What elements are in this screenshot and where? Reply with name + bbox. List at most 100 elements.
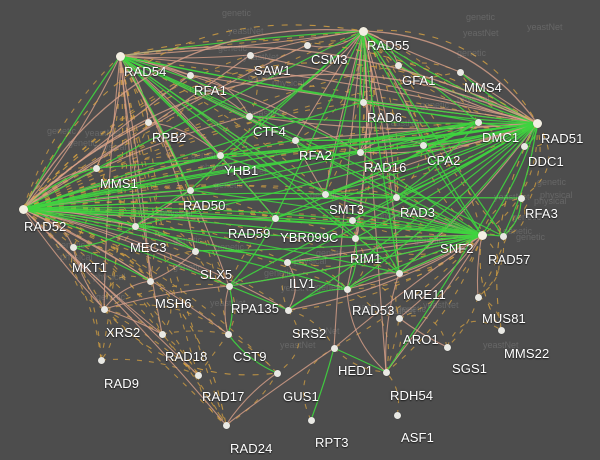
graph-node-rad59[interactable] [271,214,279,222]
graph-node-label-msh6: MSH6 [155,296,192,311]
graph-node-gfa1[interactable] [394,61,402,69]
graph-node-rad55[interactable] [358,26,368,36]
graph-node-label-csm3: CSM3 [311,52,348,67]
network-edge [362,30,424,146]
network-edge [224,285,230,335]
network-edge [103,308,199,376]
graph-node-rad53[interactable] [343,285,351,293]
graph-node-mre11[interactable] [395,269,403,277]
network-edge [22,208,278,374]
graph-node-ybr099c[interactable] [348,216,356,224]
graph-node-rfa3[interactable] [517,194,525,202]
graph-node-rpb2[interactable] [144,118,152,126]
graph-node-sgs1[interactable] [443,343,451,351]
graph-node-hed1[interactable] [330,344,338,352]
graph-node-rfa2[interactable] [291,136,299,144]
network-edge [286,261,348,290]
graph-node-label-rad6: RAD6 [367,110,403,125]
graph-node-rad3[interactable] [392,193,400,201]
network-edge [100,308,113,361]
network-edge [103,280,151,310]
network-edge [22,121,479,210]
graph-node-ilv1[interactable] [283,258,291,266]
network-edge [274,30,364,219]
graph-node-mms1[interactable] [92,164,100,172]
network-edge [310,347,335,421]
graph-node-label-rad59: RAD59 [228,226,271,241]
graph-node-rad9[interactable] [97,356,105,364]
network-edge [189,121,479,191]
network-edge [333,234,483,349]
graph-node-rpt3[interactable] [307,416,315,424]
graph-node-srs2[interactable] [284,306,292,314]
graph-node-label-dmc1: DMC1 [482,130,520,145]
graph-node-rad6[interactable] [359,98,367,106]
network-edge [219,30,364,156]
graph-node-label-aro1: ARO1 [403,332,439,347]
graph-node-aro1[interactable] [395,314,403,322]
network-edge [228,122,538,287]
graph-node-rad57[interactable] [499,232,507,240]
graph-node-smt3[interactable] [321,190,329,198]
graph-node-xrs2[interactable] [100,305,108,313]
network-edge [119,55,483,236]
network-edge [22,208,504,237]
graph-node-rad18[interactable] [158,330,166,338]
graph-node-rpa135[interactable] [225,282,233,290]
network-edge [22,55,121,210]
graph-node-label-rfa1: RFA1 [194,83,227,98]
network-edge [398,122,538,274]
graph-node-mms22[interactable] [497,326,505,334]
network-edge [22,208,289,311]
network-edge [346,288,387,373]
graph-node-cpa2[interactable] [419,141,427,149]
network-edge [324,193,483,237]
graph-node-dmc1[interactable] [474,118,482,126]
graph-node-csm3[interactable] [303,41,311,49]
graph-node-rad24[interactable] [222,421,230,429]
graph-node-label-hed1: HED1 [338,363,374,378]
graph-node-label-cpa2: CPA2 [427,153,461,168]
graph-node-rad54[interactable] [115,51,125,61]
graph-node-rad17[interactable] [194,371,202,379]
graph-node-mec3[interactable] [131,222,139,230]
graph-node-rfa1[interactable] [186,71,194,79]
graph-node-rad51[interactable] [532,118,542,128]
network-edge-arc [479,234,502,331]
network-edge [346,122,538,290]
network-edge [72,246,102,361]
graph-node-rim1[interactable] [351,234,359,242]
network-edge [194,249,288,263]
graph-node-label-mms1: MMS1 [100,176,138,191]
network-edge [333,347,387,373]
network-edge [72,225,136,254]
graph-node-rad52[interactable] [18,204,28,214]
graph-node-asf1[interactable] [393,411,401,419]
graph-node-slx5[interactable] [191,247,199,255]
network-edge [22,205,196,252]
graph-node-rdh54[interactable] [382,368,390,376]
graph-node-mus81[interactable] [474,293,482,301]
graph-node-ctf4[interactable] [245,112,253,120]
graph-node-rad16[interactable] [356,148,364,156]
network-edge [22,208,288,263]
graph-node-cst9[interactable] [224,330,232,338]
network-edge [276,309,300,374]
network-edge-arc [119,39,538,124]
graph-node-saw1[interactable] [246,51,254,59]
network-edge [22,197,522,210]
network-edge [22,55,121,210]
graph-node-rad50[interactable] [186,186,194,194]
graph-node-snf2[interactable] [477,230,487,240]
network-edge [72,246,151,282]
network-edge [481,122,538,236]
graph-node-mms4[interactable] [456,68,464,76]
graph-node-gus1[interactable] [273,369,281,377]
network-edge [359,101,372,153]
graph-node-yhb1[interactable] [216,151,224,159]
graph-node-mkt1[interactable] [69,243,77,251]
graph-node-label-smt3: SMT3 [329,202,365,217]
graph-node-ddc1[interactable] [520,142,528,150]
graph-node-msh6[interactable] [146,277,154,285]
